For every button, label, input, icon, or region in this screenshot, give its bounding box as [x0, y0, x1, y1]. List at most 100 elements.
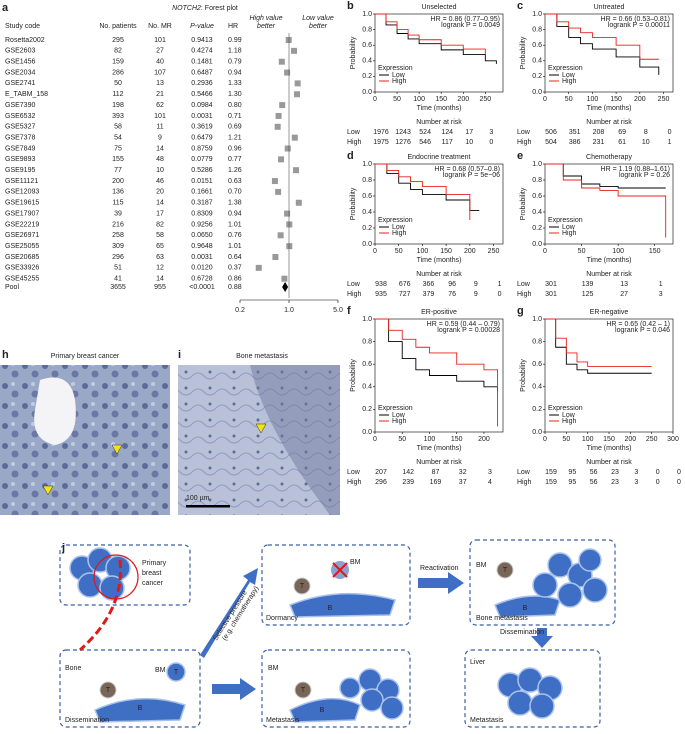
hr-text: HR = 0.68 (0.57–0.8): [434, 166, 500, 173]
legend-label: High: [392, 78, 407, 85]
y-tick-label: 0.8: [532, 177, 542, 184]
table-cell: 75: [114, 145, 122, 152]
table-cell: 41: [114, 276, 122, 283]
risk-row-label: Low: [347, 469, 361, 476]
table-cell: GSE7390: [5, 102, 35, 109]
risk-count: 13: [620, 281, 628, 288]
y-tick-label: 0.6: [362, 193, 372, 200]
plot-frame: [374, 318, 504, 433]
x-tick-label: 100: [582, 436, 594, 443]
label: B: [523, 605, 528, 612]
table-cell: 198: [112, 102, 124, 109]
risk-count: 23: [611, 469, 619, 476]
risk-count: 125: [582, 291, 594, 298]
table-cell: 0.5286: [191, 167, 213, 174]
table-cell: 309: [112, 243, 124, 250]
table-cell: 11: [156, 124, 163, 131]
table-cell: 0.6479: [191, 134, 213, 141]
risk-count: 1: [659, 281, 663, 288]
hr-marker: [284, 210, 291, 217]
risk-count: 10: [465, 139, 473, 146]
logrank-text: logrank P = 0.046: [615, 327, 670, 334]
y-axis-label: Probability: [350, 359, 357, 392]
panel-label: b: [347, 0, 354, 12]
table-cell: 216: [112, 221, 124, 228]
table-cell: 0.88: [228, 284, 242, 291]
table-cell: Pool: [5, 284, 19, 291]
panel-label: i: [178, 349, 181, 361]
risk-count: 1: [668, 139, 672, 146]
risk-count: 3: [634, 479, 638, 486]
risk-count: 1243: [395, 129, 411, 136]
y-tick-label: 0.8: [362, 26, 372, 33]
table-cell: 112: [112, 91, 123, 98]
table-cell: 0.0120: [191, 265, 213, 272]
x-axis-label: Time (months): [417, 257, 462, 264]
table-cell: 0.8309: [191, 210, 213, 217]
legend-title: Expression: [378, 405, 413, 412]
table-cell: 0.77: [228, 156, 242, 163]
x-axis-label: Time (months): [417, 445, 462, 452]
label: breast: [142, 570, 162, 577]
table-cell: 0.6487: [191, 69, 213, 76]
table-cell: 50: [114, 80, 122, 87]
table-cell: GSE7378: [5, 134, 35, 141]
risk-count: 95: [568, 479, 576, 486]
survival-curve: [545, 318, 652, 374]
label: T: [106, 687, 111, 694]
table-cell: 14: [156, 276, 164, 283]
x-axis-label: Time (months): [417, 105, 462, 112]
panel-label: a: [2, 2, 9, 14]
y-tick-label: 0.4: [362, 58, 372, 65]
hr-marker: [277, 232, 284, 239]
y-tick-label: 0.4: [362, 384, 372, 391]
y-tick-label: 0.8: [532, 26, 542, 33]
table-cell: GSE20685: [5, 254, 39, 261]
risk-count: 0: [677, 469, 681, 476]
label: B: [138, 705, 143, 712]
table-cell: E_TABM_158: [5, 91, 48, 98]
label: Bone metastasis: [476, 615, 528, 622]
label: T: [174, 669, 179, 676]
pool-marker: [282, 282, 289, 292]
micrograph-title: Primary breast cancer: [51, 353, 120, 360]
risk-count: 351: [569, 129, 581, 136]
risk-count: 159: [545, 479, 557, 486]
plot-frame: [544, 13, 674, 93]
x-tick-label: 250: [480, 96, 492, 103]
risk-count: 169: [430, 479, 442, 486]
x-tick-label: 1.0: [284, 307, 294, 314]
x-tick-label: 200: [624, 436, 636, 443]
x-tick-label: 0: [543, 248, 547, 255]
table-cell: 0.4274: [191, 48, 213, 55]
table-cell: 13: [156, 80, 164, 87]
table-cell: 393: [112, 113, 124, 120]
table-cell: 0.3619: [191, 124, 213, 131]
risk-count: 27: [620, 291, 628, 298]
risk-row-label: Low: [517, 129, 531, 136]
table-cell: 0.37: [228, 265, 242, 272]
y-tick-label: 1.0: [362, 161, 372, 168]
legend-label: High: [392, 230, 407, 237]
table-cell: 0.71: [228, 113, 242, 120]
risk-count: 139: [582, 281, 594, 288]
x-tick-label: 250: [658, 96, 670, 103]
risk-count: 0: [656, 479, 660, 486]
y-tick-label: 1.0: [532, 11, 542, 18]
risk-count: 159: [545, 469, 557, 476]
risk-count: 56: [590, 479, 598, 486]
low-better: better: [309, 23, 328, 30]
hr-text: HR = 0.66 (0.53–0.81): [601, 16, 670, 23]
table-cell: GSE26971: [5, 232, 39, 239]
risk-row-label: High: [517, 291, 532, 298]
table-cell: 0.1481: [191, 59, 213, 66]
y-tick-label: 0.8: [362, 177, 372, 184]
table-cell: 27: [156, 48, 164, 55]
x-tick-label: 200: [464, 248, 476, 255]
risk-count: 935: [375, 291, 387, 298]
risk-count: 3: [634, 469, 638, 476]
table-cell: 0.0984: [191, 102, 213, 109]
panel-title: Endocrine treatment: [407, 154, 470, 161]
survival-curve: [545, 163, 667, 238]
